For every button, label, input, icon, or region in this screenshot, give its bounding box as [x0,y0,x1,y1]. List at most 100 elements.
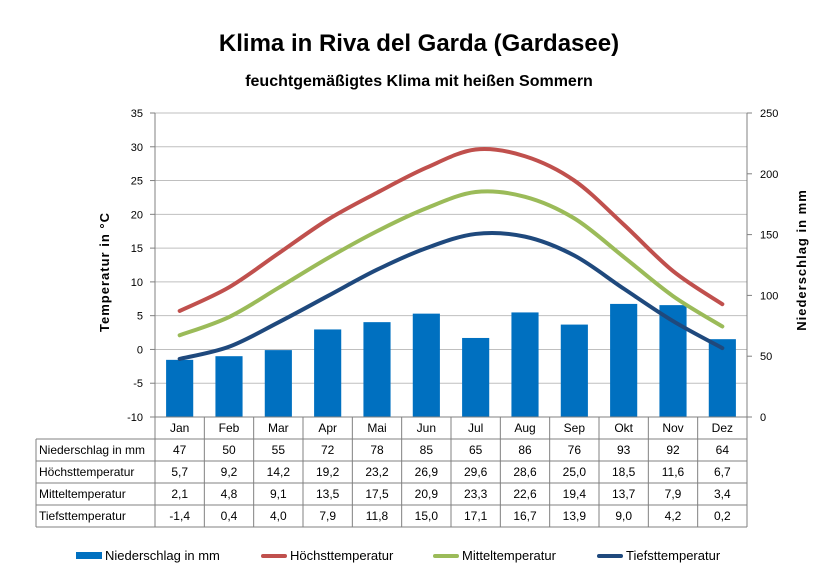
table-cell: 9,1 [270,487,287,501]
x-tick-label: Jan [170,421,189,435]
x-tick-label: Jun [417,421,436,435]
y-axis-left-title: Temperatur in °C [97,212,112,332]
min-temperature-line [177,230,725,361]
precipitation-bar [166,359,194,417]
table-cell: 6,7 [714,465,731,479]
legend-label-precipitation: Niederschlag in mm [105,548,220,563]
table-cell: 3,4 [714,487,731,501]
table-cell: -1,4 [169,509,190,523]
y-left-tick-label: 5 [137,311,143,323]
table-cell: 4,2 [665,509,682,523]
legend-swatch-mean-temperature [433,553,459,558]
table-cell: 22,6 [513,487,537,501]
precipitation-bar [610,303,638,417]
y-left-tick-label: -10 [127,412,143,424]
x-tick-label: Dez [712,421,733,435]
max-temperature-line [177,146,725,313]
y-left-tick-label: 0 [137,344,143,356]
table-cell: 7,9 [665,487,682,501]
table-cell: 9,0 [615,509,632,523]
table-row-max-temperature-label: Höchsttemperatur [39,465,134,479]
table-cell: 65 [469,443,483,457]
table-cell: 18,5 [612,465,636,479]
table-cell: 85 [420,443,434,457]
table-cell: 13,7 [612,487,636,501]
x-tick-label: Jul [468,421,483,435]
legend-label-max-temperature: Höchsttemperatur [290,548,394,563]
table-cell: 16,7 [513,509,537,523]
x-tick-label: Sep [564,421,586,435]
table-cell: 7,9 [319,509,336,523]
y-right-tick-label: 50 [760,351,772,363]
table-cell: 4,8 [221,487,238,501]
legend-item-max-temperature: Höchsttemperatur [261,548,393,563]
precipitation-bar [511,312,539,417]
legend-item-precipitation: Niederschlag in mm [76,548,220,563]
legend-item-mean-temperature: Mitteltemperatur [433,548,556,563]
table-cell: 5,7 [171,465,188,479]
y-left-tick-label: 10 [131,277,143,289]
precipitation-bar [708,339,736,417]
chart-subtitle: feuchtgemäßigtes Klima mit heißen Sommer… [245,73,593,90]
table-cell: 9,2 [221,465,238,479]
table-cell: 14,2 [267,465,291,479]
table-cell: 26,9 [415,465,439,479]
table-cell: 50 [222,443,236,457]
precipitation-bar [363,322,391,417]
x-tick-label: Apr [318,421,337,435]
precipitation-bar [215,356,243,417]
precipitation-bar [264,350,292,417]
precipitation-bar [659,305,687,417]
table-cell: 86 [518,443,532,457]
y-left-tick-label: 20 [131,209,143,221]
table-cell: 92 [666,443,680,457]
table-cell: 78 [370,443,384,457]
y-right-tick-label: 150 [760,230,778,242]
table-cell: 19,2 [316,465,340,479]
table-row-precipitation-label: Niederschlag in mm [39,443,145,457]
table-cell: 28,6 [513,465,537,479]
table-cell: 4,0 [270,509,287,523]
y-left-tick-label: -5 [133,378,143,390]
table-cell: 23,3 [464,487,488,501]
y-right-tick-label: 250 [760,108,778,120]
table-cell: 64 [716,443,730,457]
table-cell: 17,5 [365,487,389,501]
legend-swatch-max-temperature [261,553,287,558]
table-row-min-temperature-label: Tiefsttemperatur [39,509,126,523]
legend-swatch-min-temperature [597,553,623,558]
precipitation-bar [412,313,440,417]
legend-label-mean-temperature: Mitteltemperatur [462,548,556,563]
chart-legend: Niederschlag in mm Höchsttemperatur Mitt… [0,548,838,566]
x-tick-label: Mai [367,421,386,435]
legend-swatch-precipitation [76,552,102,559]
y-left-tick-label: 15 [131,243,143,255]
y-right-tick-label: 200 [760,169,778,181]
table-cell: 55 [272,443,286,457]
table-cell: 13,5 [316,487,340,501]
table-cell: 2,1 [171,487,188,501]
y-left-tick-label: 35 [131,108,143,120]
mean-temperature-line [177,189,725,338]
y-left-tick-label: 30 [131,142,143,154]
table-cell: 0,2 [714,509,731,523]
chart-title: Klima in Riva del Garda (Gardasee) [218,30,620,57]
table-cell: 23,2 [365,465,389,479]
table-cell: 47 [173,443,187,457]
y-axis-right-title: Niederschlag in mm [794,189,809,331]
table-cell: 17,1 [464,509,488,523]
x-tick-label: Mar [268,421,289,435]
table-cell: 29,6 [464,465,488,479]
table-cell: 11,6 [662,465,685,479]
precipitation-bar [560,324,588,417]
precipitation-bar [462,337,490,417]
y-right-tick-label: 100 [760,290,778,302]
table-cell: 20,9 [415,487,439,501]
table-row-mean-temperature-label: Mitteltemperatur [39,487,126,501]
y-right-tick-label: 0 [760,412,766,424]
y-left-tick-label: 25 [131,176,143,188]
x-tick-label: Feb [219,421,240,435]
table-cell: 0,4 [221,509,238,523]
table-cell: 15,0 [415,509,439,523]
